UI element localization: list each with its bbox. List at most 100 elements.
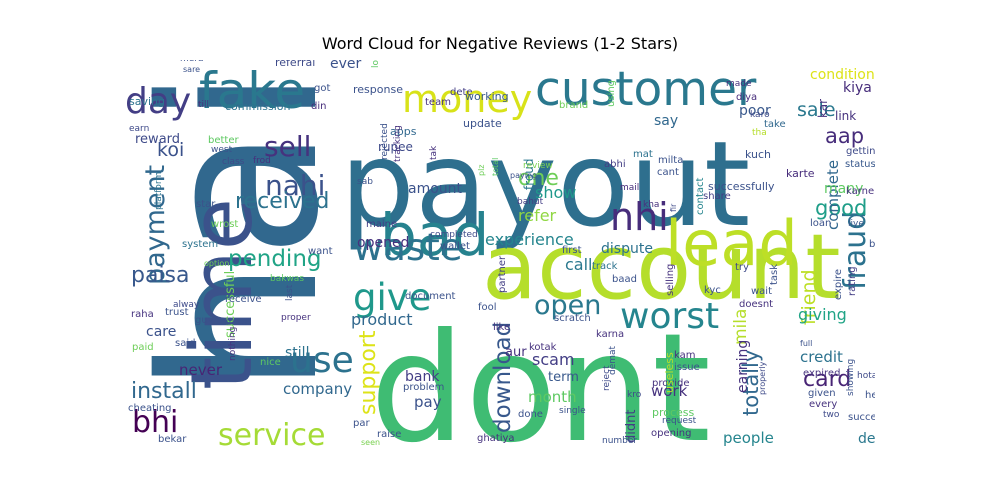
word-system: system	[182, 239, 218, 250]
word-loan: loan	[810, 218, 831, 229]
word-maine: maine	[366, 219, 397, 230]
word-friend: friend	[798, 269, 820, 325]
word-review: review	[523, 161, 553, 171]
word-account: account	[482, 215, 841, 320]
word-saving: saving	[129, 95, 165, 108]
word-successful: successful	[223, 271, 238, 338]
word-showing: showing	[846, 359, 856, 396]
chart-title: Word Cloud for Negative Reviews (1-2 Sta…	[321, 34, 679, 53]
word-support: support	[356, 330, 381, 415]
word-last: last	[285, 284, 295, 301]
word-kyc: kyc	[704, 285, 721, 296]
word-reward: reward	[135, 132, 180, 147]
word-made: made	[726, 79, 752, 89]
word-mat: mat	[633, 149, 653, 160]
word-doesnt: doesnt	[739, 299, 773, 310]
word-team: team	[425, 97, 451, 108]
word-rating: rating	[847, 266, 858, 296]
word-paisa: paisa	[131, 263, 190, 288]
word-expired: expired	[803, 368, 840, 379]
word-refer: refer	[518, 206, 557, 225]
word-download: download	[490, 322, 516, 433]
word-ever: ever	[330, 60, 362, 72]
word-getting: getting	[846, 146, 875, 157]
word-card: card	[803, 367, 851, 392]
word-partner: partner	[497, 255, 508, 293]
word-install: install	[131, 379, 197, 404]
word-full: full	[800, 339, 812, 348]
word-ghatiya: ghatiya	[477, 433, 515, 444]
word-raise: raise	[377, 429, 401, 440]
word-never: never	[179, 361, 223, 379]
word-cheating: cheating	[128, 403, 172, 414]
word-poor: poor	[739, 103, 771, 119]
word-baad: baad	[612, 274, 637, 285]
word-number: number	[602, 436, 637, 446]
word-commission: commission	[225, 100, 291, 113]
word-still: still	[285, 345, 309, 361]
word-given: given	[808, 388, 836, 399]
word-koi: koi	[157, 139, 184, 161]
word-bakwas: bakwas	[270, 274, 304, 284]
word-deta: deta	[858, 431, 875, 447]
word-try: try	[735, 262, 749, 273]
word-take: take	[764, 119, 786, 130]
word-brand: brand	[559, 100, 588, 111]
word-successfully: successfully	[708, 180, 775, 193]
word-scam: scam	[532, 350, 575, 369]
word-status: status	[845, 159, 875, 170]
word-didnt: didnt	[624, 410, 639, 443]
word-kotak: kotak	[529, 342, 557, 353]
word-karna: karna	[596, 329, 624, 340]
word-update: update	[463, 117, 502, 130]
word-totally: totally	[739, 350, 763, 416]
word-received: received	[235, 189, 329, 214]
word-problem: problem	[403, 382, 444, 393]
word-nhi: nhi	[610, 195, 669, 239]
word-care: care	[146, 324, 176, 340]
word-paid: paid	[132, 342, 154, 353]
word-aur: aur	[505, 345, 527, 360]
word-seen: seen	[361, 438, 380, 447]
word-apps: apps	[390, 125, 417, 138]
word-waste: waste	[353, 226, 462, 269]
word-show: show	[535, 183, 576, 202]
word-opened: opened	[357, 235, 409, 251]
word-mail: mail	[620, 183, 639, 193]
word-bad: bad	[380, 201, 489, 269]
word-want: want	[308, 246, 333, 257]
word-using: using	[606, 80, 617, 107]
word-kha: kha	[643, 200, 659, 210]
word-nothing: nothing	[228, 327, 238, 361]
word-demat: demat	[608, 345, 618, 375]
word-process: process	[652, 406, 695, 419]
word-tak: tak	[429, 145, 439, 160]
word-frod: frod	[253, 156, 271, 166]
word-trust: trust	[165, 307, 189, 318]
word-money: money	[402, 77, 532, 121]
word-wallet: wallet	[440, 241, 470, 252]
word-aap: aap	[825, 124, 864, 148]
word-giving: giving	[798, 305, 847, 324]
word-data: data	[225, 317, 248, 328]
word-time: time	[173, 198, 272, 390]
word-par: par	[353, 418, 370, 429]
word-sab: sab	[357, 177, 373, 187]
word-credit: credit	[800, 348, 843, 366]
word-response: response	[353, 83, 403, 96]
word-guy: guy	[195, 315, 214, 326]
word-kam: kam	[674, 350, 695, 361]
word-work: work	[651, 382, 688, 400]
word-raha: raha	[131, 309, 154, 320]
word-working: working	[465, 90, 509, 103]
word-rejected: rejected	[380, 123, 390, 160]
word-referral: referral	[275, 60, 315, 69]
word-issue: issue	[674, 362, 700, 373]
word-reject: reject	[602, 365, 612, 391]
word-log: log	[371, 60, 381, 68]
word-like: like	[493, 322, 510, 333]
word-use: use	[290, 340, 354, 381]
word-tracking: tracking	[393, 125, 403, 162]
word-kar: kar	[816, 99, 830, 118]
word-product: product	[351, 310, 413, 329]
